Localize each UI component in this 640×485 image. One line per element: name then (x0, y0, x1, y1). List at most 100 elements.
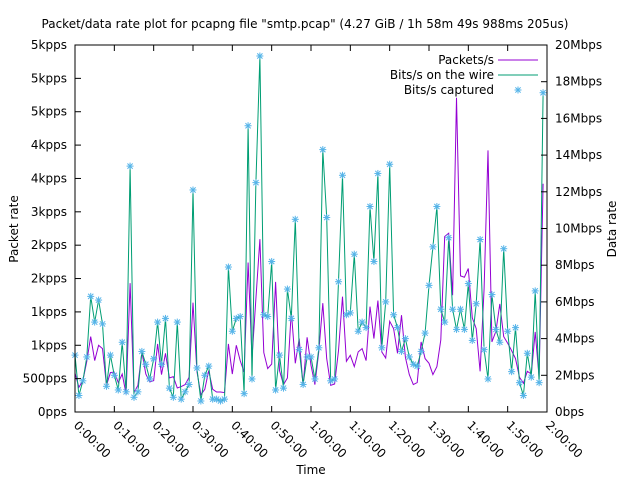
y-tick-label: 5kpps (31, 38, 67, 52)
bits-captured-point (158, 360, 166, 368)
bits-captured-point (256, 52, 264, 60)
bits-captured-point (460, 325, 468, 333)
bits-captured-point (197, 397, 205, 405)
legend-packets: Packets/s (438, 53, 538, 67)
bits-captured-point (429, 243, 437, 251)
y-tick-label: 1kpps (31, 338, 67, 352)
x-tick-label: 0:20:00 (150, 418, 193, 461)
bits-captured-point (165, 384, 173, 392)
bits-captured-point (401, 335, 409, 343)
bits-captured-point (519, 391, 527, 399)
bits-captured-point (504, 327, 512, 335)
y2-tick-label: 12Mbps (555, 185, 602, 199)
x-tick-label: 0:50:00 (268, 418, 311, 461)
bits-captured-point (134, 388, 142, 396)
bits-captured-point (122, 388, 130, 396)
bits-captured-point (453, 325, 461, 333)
bits-captured-point (295, 346, 303, 354)
y-tick-label: 0pps (38, 405, 67, 419)
y2-tick-label: 14Mbps (555, 148, 602, 162)
x-axis: 0:00:000:10:000:20:000:30:000:40:000:50:… (71, 45, 586, 461)
x-tick-label: 2:00:00 (543, 418, 586, 461)
y2-tick-label: 8Mbps (555, 258, 594, 272)
legend-label: Packets/s (438, 53, 494, 67)
x-tick-label: 0:00:00 (71, 418, 114, 461)
bits-captured-point (476, 236, 484, 244)
bits-captured-point (126, 162, 134, 170)
bits-captured-point (496, 338, 504, 346)
bits-captured-point (449, 305, 457, 313)
bits-captured-point (397, 347, 405, 355)
bits-captured-point (338, 171, 346, 179)
bits-captured-point (130, 393, 138, 401)
x-tick-label: 0:10:00 (110, 418, 153, 461)
bits-captured-point (405, 353, 413, 361)
bits-captured-point (189, 186, 197, 194)
bits-captured-point (177, 395, 185, 403)
bits-captured-point (311, 375, 319, 383)
bits-captured-point (472, 300, 480, 308)
x-tick-label: 1:40:00 (464, 418, 507, 461)
bits-captured-point (508, 368, 516, 376)
bits-captured-point (307, 353, 315, 361)
bits-captured-point (99, 320, 107, 328)
bits-captured-point (248, 375, 256, 383)
bits-captured-point (252, 179, 260, 187)
y2-tick-label: 20Mbps (555, 38, 602, 52)
bits-captured-point (268, 258, 276, 266)
bits-captured-point (272, 386, 280, 394)
bits-captured-point (515, 379, 523, 387)
bits-captured-point (358, 318, 366, 326)
y-axis-title: Packet rate (7, 195, 21, 262)
x-tick-label: 1:00:00 (307, 418, 350, 461)
y2-tick-label: 4Mbps (555, 332, 594, 346)
bits-captured-point (523, 349, 531, 357)
bits-captured-point (512, 324, 520, 332)
bits-captured-point (370, 258, 378, 266)
legend-swatch (514, 86, 522, 94)
bits-captured-point (382, 298, 390, 306)
y-tick-label: 5kpps (31, 71, 67, 85)
bits-captured-point (146, 375, 154, 383)
y2-tick-label: 16Mbps (555, 111, 602, 125)
bits-captured-point (224, 263, 232, 271)
bits-captured-point (394, 324, 402, 332)
bits-captured-point (527, 373, 535, 381)
y-tick-label: 2kpps (31, 272, 67, 286)
bits-captured-point (319, 146, 327, 154)
bits-captured-point (539, 89, 547, 97)
y-tick-label: 2kpps (31, 238, 67, 252)
y2-tick-label: 10Mbps (555, 222, 602, 236)
bits-captured-point (79, 377, 87, 385)
bits-captured-point (91, 318, 99, 326)
bits-captured-point (425, 281, 433, 289)
bits-captured-point (142, 360, 150, 368)
bits-captured-point (181, 388, 189, 396)
bits-captured-point (315, 344, 323, 352)
bits-captured-point (83, 353, 91, 361)
bits-captured-point (437, 305, 445, 313)
bits-captured-point (366, 202, 374, 210)
x-tick-label: 1:30:00 (425, 418, 468, 461)
x-tick-label: 1:20:00 (386, 418, 429, 461)
bits-captured-point (193, 364, 201, 372)
y2-tick-label: 6Mbps (555, 295, 594, 309)
plot-area (71, 52, 547, 405)
bits-captured-point (110, 371, 118, 379)
bits-captured-point (291, 215, 299, 223)
bits-captured-point (390, 311, 398, 319)
bits-captured-point (445, 234, 453, 242)
bits-captured-point (484, 375, 492, 383)
bits-captured-point (331, 375, 339, 383)
bits-captured-point (220, 395, 228, 403)
y-axis-left: 0pps 500pps 1kpps 1kpps 2kpps 2kpps 3kpps 4kpps… (23, 38, 81, 419)
y2-tick-label: 18Mbps (555, 75, 602, 89)
x-tick-label: 0:40:00 (228, 418, 271, 461)
bits-captured-point (102, 382, 110, 390)
bits-captured-point (118, 338, 126, 346)
bits-captured-point (75, 391, 83, 399)
bits-captured-point (531, 287, 539, 295)
